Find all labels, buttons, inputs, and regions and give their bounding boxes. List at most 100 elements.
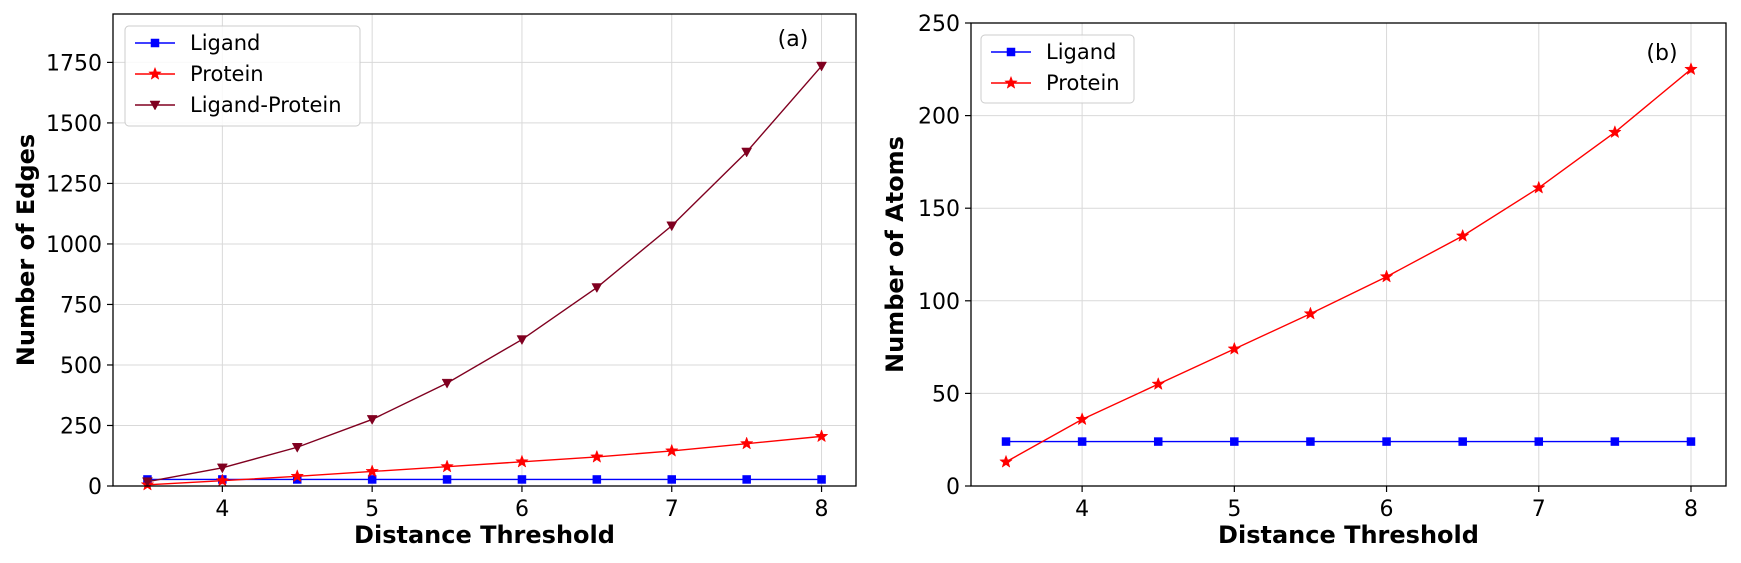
data-point: [1382, 437, 1391, 446]
data-point: [592, 475, 602, 484]
data-point: [1455, 228, 1470, 242]
x-tick-label: 8: [1684, 497, 1698, 522]
legend: Ligand Protein Ligand-Protein: [124, 25, 361, 127]
data-point: [589, 449, 604, 463]
y-tick-label: 250: [60, 414, 102, 439]
plot-frame: [970, 22, 1727, 487]
data-point: [741, 147, 753, 158]
data-point: [1306, 437, 1315, 446]
y-tick-label: 500: [60, 354, 102, 379]
series-line: [147, 435, 822, 486]
panel-label: (a): [778, 27, 809, 52]
data-point: [216, 463, 228, 474]
legend-item: Ligand-Protein: [135, 93, 342, 117]
y-axis-ticks: 0 50 100 150 200 250: [918, 12, 971, 500]
data-point: [367, 475, 377, 484]
legend-marker: [1004, 75, 1018, 89]
series-line: [147, 65, 823, 483]
x-tick-label: 8: [815, 497, 829, 522]
data-point: [1610, 437, 1620, 446]
series-protein: [999, 62, 1698, 468]
data-point: [291, 443, 303, 453]
y-tick-label: 0: [946, 475, 960, 500]
legend-label: Ligand: [1046, 40, 1116, 64]
data-point: [442, 475, 452, 484]
data-point: [664, 443, 679, 457]
data-point: [999, 454, 1013, 468]
legend: Ligand Protein: [980, 34, 1135, 104]
y-tick-label: 1250: [46, 172, 102, 197]
y-axis-label: Number of Atoms: [881, 136, 909, 373]
y-tick-label: 1000: [46, 233, 102, 258]
x-tick-label: 7: [1532, 497, 1546, 522]
x-axis-ticks: 4 5 6 7 8: [215, 486, 829, 522]
legend-item: Protein: [135, 62, 264, 86]
data-point: [666, 221, 678, 232]
data-point: [441, 378, 453, 389]
legend-marker: [148, 66, 162, 80]
y-axis-ticks: 0 250 500 750 1000 1250 1500 1750: [46, 51, 113, 500]
x-axis-label: Distance Threshold: [1218, 521, 1479, 549]
legend-marker: [150, 38, 160, 48]
legend-item: Ligand: [135, 31, 260, 55]
data-point: [1686, 437, 1696, 446]
legend-label: Ligand: [190, 31, 260, 55]
y-tick-label: 50: [932, 382, 960, 407]
data-point: [667, 475, 676, 484]
plot-frame: [112, 13, 857, 487]
data-point: [817, 475, 826, 484]
y-tick-label: 100: [918, 290, 960, 315]
data-point: [739, 436, 754, 450]
data-point: [1531, 180, 1546, 194]
panel-label: (b): [1646, 41, 1677, 66]
y-tick-label: 150: [918, 197, 960, 222]
data-point: [516, 335, 528, 346]
x-tick-label: 4: [215, 497, 229, 522]
legend-label: Ligand-Protein: [190, 93, 342, 117]
data-point: [816, 61, 827, 72]
series-protein: [140, 429, 829, 491]
data-point: [290, 469, 305, 483]
data-point: [515, 454, 529, 468]
legend-label: Protein: [1046, 71, 1120, 95]
y-tick-label: 200: [918, 105, 960, 130]
series-line: [1005, 68, 1692, 463]
data-point: [1684, 62, 1698, 76]
data-point: [215, 473, 230, 487]
series-ligand: [1001, 437, 1696, 446]
x-axis-ticks: 4 5 6 7 8: [1075, 486, 1698, 522]
data-point: [591, 283, 603, 294]
legend-box: [124, 25, 361, 127]
data-point: [1230, 437, 1239, 446]
legend-marker: [149, 100, 161, 111]
data-point: [1001, 437, 1011, 446]
y-tick-label: 1500: [46, 112, 102, 137]
data-point: [142, 477, 153, 488]
x-axis-label: Distance Threshold: [354, 521, 615, 549]
data-point: [1077, 437, 1087, 446]
data-point: [1534, 437, 1544, 446]
y-tick-label: 250: [918, 12, 960, 37]
x-tick-label: 5: [365, 497, 379, 522]
data-point: [1379, 269, 1394, 283]
y-tick-label: 0: [88, 475, 102, 500]
chart-panel-b: 4 5 6 7 8 0 50 100 150 200 250 Distance Threshold Nu…: [881, 12, 1727, 549]
y-axis-label: Number of Edges: [12, 134, 40, 366]
data-point: [1608, 125, 1622, 139]
data-point: [1151, 376, 1166, 390]
legend-item: Protein: [991, 71, 1120, 95]
x-tick-label: 6: [1380, 497, 1394, 522]
x-tick-label: 5: [1227, 497, 1241, 522]
data-point: [1303, 306, 1318, 320]
x-tick-label: 4: [1075, 497, 1089, 522]
data-point: [814, 429, 829, 443]
data-point: [517, 475, 527, 484]
data-point: [1075, 412, 1089, 426]
x-tick-label: 7: [665, 497, 679, 522]
series-ligand-protein: [142, 61, 827, 488]
data-point: [1227, 341, 1242, 355]
legend-marker: [1006, 47, 1016, 57]
data-point: [1458, 437, 1467, 446]
x-tick-label: 6: [515, 497, 529, 522]
